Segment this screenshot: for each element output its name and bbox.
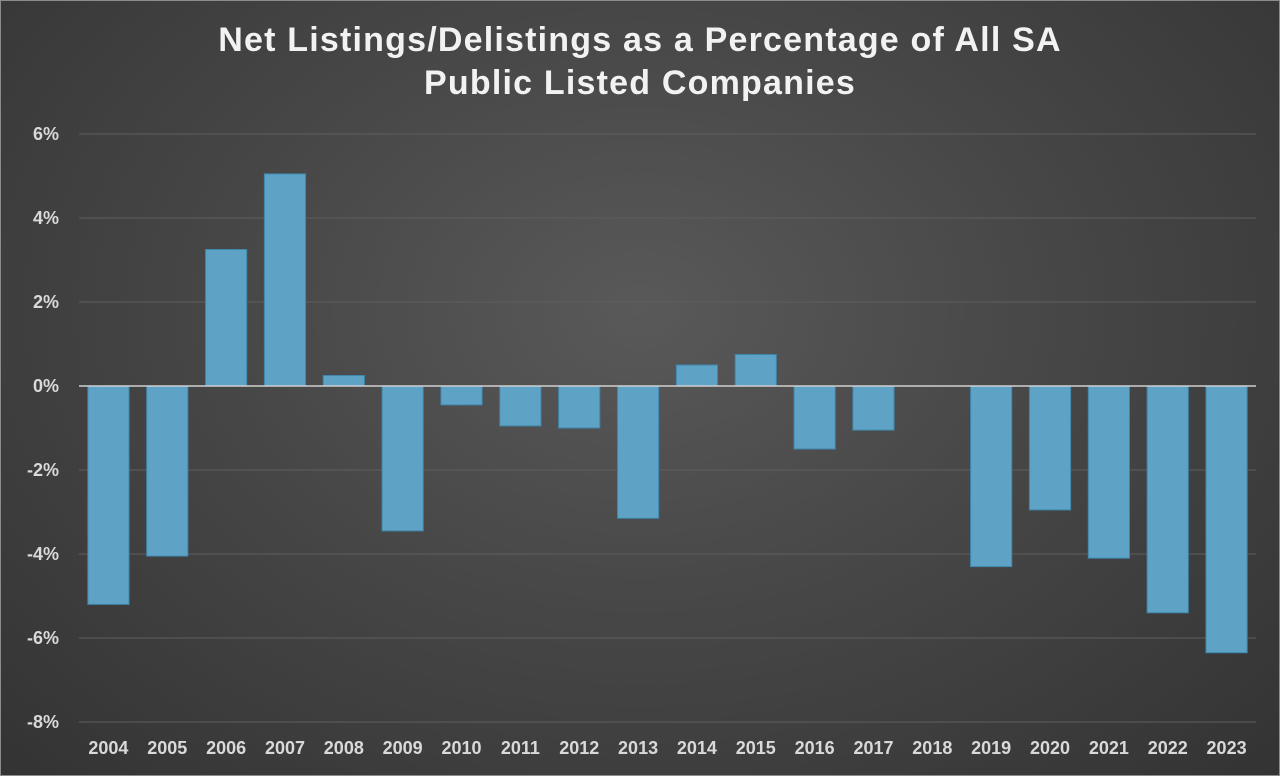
y-tick-label: 4% [33,208,59,228]
x-tick-label: 2014 [677,738,717,758]
x-tick-label: 2011 [501,738,540,758]
y-tick-label: 0% [33,376,59,396]
x-tick-label: 2017 [853,738,893,758]
x-tick-label: 2016 [795,738,835,758]
bar-2023 [1205,385,1248,654]
y-tick-label: -4% [27,544,59,564]
chart-title-line-1: Net Listings/Delistings as a Percentage … [218,21,1062,59]
bar-2004 [87,385,130,605]
y-tick-label: -8% [27,712,59,732]
bar-2007 [263,173,307,387]
bar-2012 [558,385,601,429]
bar-2016 [793,385,836,450]
bar-2009 [381,385,424,532]
x-tick-label: 2008 [324,738,364,758]
x-tick-label: 2006 [206,738,246,758]
x-tick-label: 2018 [912,738,952,758]
x-axis-tick-labels: 2004 2005 2006 2007 2008 2009 2010 2011 2012 2013… [88,738,1246,758]
x-tick-label: 2015 [736,738,776,758]
y-tick-label: 2% [33,292,59,312]
bar-2014 [675,364,719,387]
y-tick-label: 6% [33,124,59,144]
y-tick-label: -6% [27,628,59,648]
x-tick-label: 2009 [383,738,423,758]
chart-title-line-2: Public Listed Companies [424,64,856,102]
bar-2015 [734,354,777,387]
bar-2008 [322,375,365,387]
x-tick-label: 2020 [1030,738,1070,758]
bar-2021 [1087,385,1130,559]
y-axis-tick-labels: 6% 4% 2% 0% -2% -4% -6% -8% [27,124,59,732]
bar-2005 [146,385,189,557]
bar-2022 [1146,385,1189,614]
x-tick-label: 2022 [1148,738,1188,758]
bar-2020 [1028,385,1072,511]
bar-2019 [970,385,1013,568]
x-tick-label: 2004 [88,738,128,758]
bar-2017 [852,385,895,431]
y-tick-label: -2% [27,460,59,480]
x-tick-label: 2005 [147,738,187,758]
x-tick-label: 2021 [1089,738,1129,758]
bar-2010 [440,385,483,406]
x-tick-label: 2007 [265,738,305,758]
gridlines [79,133,1256,723]
bar-2006 [205,249,248,387]
bars [87,173,1248,654]
chart-title: Net Listings/Delistings as a Percentage … [41,19,1239,105]
x-tick-label: 2012 [559,738,599,758]
bar-2013 [616,385,660,519]
x-tick-label: 2010 [442,738,482,758]
x-tick-label: 2013 [618,738,658,758]
bar-2011 [499,385,542,427]
x-tick-label: 2023 [1207,738,1247,758]
x-tick-label: 2019 [971,738,1011,758]
